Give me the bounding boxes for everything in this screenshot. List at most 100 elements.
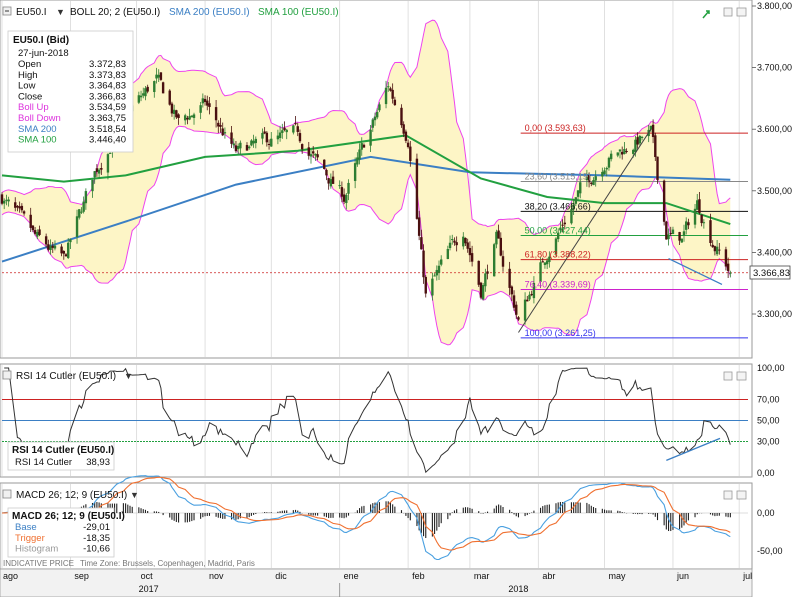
candle-body (214, 107, 218, 121)
info-label-4: Boll Up (18, 102, 49, 113)
candle-body (283, 127, 286, 131)
candle-body (31, 225, 35, 231)
price-axis: 3.800,00 3.700,00 3.600,00 3.500,00 3.400,00… (752, 1, 792, 319)
candle-body (139, 95, 143, 98)
symbol-label[interactable]: EU50.I (16, 7, 47, 18)
candle-body (590, 182, 593, 184)
candle-body (69, 239, 72, 243)
year-label-0: 2017 (139, 584, 159, 594)
price-toolbar: EU50.I ▼ BOLL 20; 2 (EU50.I) SMA 200 (EU… (2, 6, 747, 19)
candle-body (175, 110, 178, 118)
candle-body (618, 149, 622, 152)
rsi-settings-icon[interactable] (723, 371, 733, 381)
candle-body (499, 237, 503, 256)
candle-body (486, 271, 489, 274)
candle-body (446, 248, 450, 260)
rsi-header: RSI 14 Cutler (EU50.I) ▼ (2, 370, 747, 382)
candle-body (142, 93, 145, 96)
info-value-3: 3.366,83 (89, 91, 126, 102)
candle-body (623, 148, 626, 155)
candle-body (693, 208, 697, 225)
rsi-dropdown-icon[interactable]: ▼ (124, 371, 133, 381)
rsi-trend-line (666, 437, 721, 462)
candle-body (296, 126, 299, 132)
fib-label-4: 61,80 (3.388,22) (525, 250, 591, 260)
candle-body (435, 269, 438, 276)
pane-settings-icon[interactable] (723, 7, 733, 17)
candle-body (579, 182, 582, 194)
sma200-line (1, 155, 731, 263)
info-value-2: 3.364,83 (89, 81, 126, 92)
candle-body (369, 129, 372, 146)
macd-dropdown-icon[interactable]: ▼ (130, 490, 139, 500)
month-label-11: jul (742, 571, 752, 581)
macd-pane[interactable] (0, 482, 753, 570)
rsi-tick-label-2: 50,00 (757, 416, 780, 426)
candle-body (422, 250, 425, 278)
candle-body (724, 249, 728, 267)
candle-body (715, 246, 719, 255)
boll-label[interactable]: BOLL 20; 2 (EU50.I) (70, 7, 160, 18)
candle-body (587, 175, 591, 183)
sma200-label[interactable]: SMA 200 (EU50.I) (169, 7, 250, 18)
candle-body (656, 156, 659, 181)
candle-body (199, 105, 202, 113)
symbol-dropdown-icon[interactable]: ▼ (56, 7, 65, 17)
rsi-box-value: 38,93 (86, 457, 110, 468)
candle-body (479, 282, 483, 298)
candle-body (685, 221, 688, 230)
macd-settings-icon[interactable] (723, 490, 733, 500)
candle-body (671, 229, 675, 234)
candle-body (548, 256, 551, 263)
macd-title[interactable]: MACD 26; 12; 9 (EU50.I) (16, 490, 127, 501)
candle-body (340, 187, 344, 197)
candle-body (620, 151, 624, 155)
info-label-2: Low (18, 81, 36, 92)
candle-body (607, 157, 611, 168)
candle-body (605, 167, 608, 170)
info-value-1: 3.373,83 (89, 70, 126, 81)
macd-row-label-0: Base (15, 522, 37, 533)
macd-box-background (7, 507, 115, 558)
info-label-0: Open (18, 59, 41, 70)
candle-body (323, 159, 326, 169)
candle-body (696, 200, 699, 210)
macd-trigger-line (1, 476, 731, 551)
candle-body (232, 143, 235, 146)
candle-body (0, 194, 4, 204)
candle-body (682, 231, 686, 236)
candle-body (561, 224, 564, 226)
candle-body (208, 103, 211, 108)
sma100-label[interactable]: SMA 100 (EU50.I) (258, 7, 339, 18)
candle-body (632, 149, 635, 154)
macd-maximize-icon[interactable] (736, 490, 747, 500)
rsi-collapse-icon[interactable] (2, 370, 12, 380)
candle-body (265, 132, 269, 143)
macd-collapse-icon[interactable] (2, 489, 12, 499)
rsi-maximize-icon[interactable] (736, 371, 747, 381)
macd-rows: Base -29,01 Trigger -18,35 Histogram -10,66 (15, 522, 110, 555)
candle-body (203, 98, 207, 102)
support-trend-line (668, 257, 723, 286)
macd-box-title: MACD 26; 12; 9 (EU50.I) (12, 511, 125, 522)
candle-body (356, 157, 359, 165)
candle-body (526, 299, 529, 302)
candle-body (3, 200, 6, 204)
candle-body (170, 103, 174, 114)
pane-maximize-icon[interactable] (736, 7, 747, 17)
timezone-label: Time Zone: Brussels, Copenhagen, Madrid,… (80, 559, 255, 568)
candle-body (49, 245, 52, 250)
info-label-7: SMA 100 (18, 135, 57, 146)
fib-label-0: 0,00 (3.593,63) (525, 123, 586, 133)
candle-body (400, 107, 403, 126)
fib-label-5: 76,40 (3.339,69) (525, 280, 591, 290)
rsi-title[interactable]: RSI 14 Cutler (EU50.I) (16, 371, 116, 382)
candle-body (331, 176, 335, 184)
candle-body (433, 275, 436, 277)
candle-body (609, 153, 613, 160)
info-box: EU50.I (Bid) 27-jun-2018 Open 3.372,83 Hig… (7, 30, 134, 153)
candle-body (497, 230, 500, 239)
month-label-7: mar (474, 571, 490, 581)
candle-body (236, 145, 240, 150)
candle-body (5, 199, 8, 201)
